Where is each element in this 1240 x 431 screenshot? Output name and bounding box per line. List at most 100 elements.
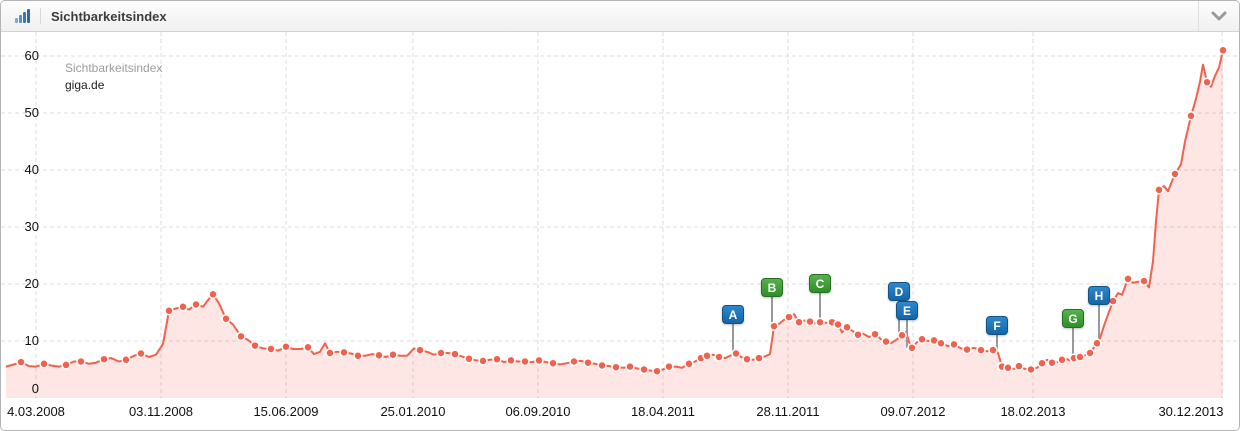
y-tick-label: 20	[24, 276, 39, 291]
header-separator	[40, 8, 41, 24]
data-point	[39, 359, 49, 369]
x-tick-label: 15.06.2009	[253, 404, 319, 419]
data-point	[464, 353, 474, 364]
data-point	[881, 336, 891, 347]
data-point	[962, 344, 972, 355]
data-point	[208, 289, 218, 300]
data-point	[976, 345, 986, 355]
data-point	[191, 299, 201, 310]
event-marker-C[interactable]: C	[809, 274, 831, 293]
data-point	[61, 360, 71, 370]
collapse-button[interactable]	[1199, 1, 1239, 31]
data-point	[949, 339, 959, 350]
data-point	[478, 356, 488, 366]
data-point	[1037, 358, 1047, 368]
x-tick-label: 25.01.2010	[380, 404, 446, 419]
chevron-down-icon	[1211, 11, 1227, 21]
chart-area: Sichtbarkeitsindex giga.de A B C D E F G H 0 10 20…	[1, 32, 1239, 398]
x-tick-label: 4.03.2008	[7, 404, 65, 419]
data-point	[1139, 276, 1149, 286]
legend-metric-label: Sichtbarkeitsindex	[65, 61, 163, 75]
event-marker-A[interactable]: A	[722, 305, 744, 324]
data-point	[136, 348, 146, 359]
data-point	[1075, 352, 1085, 362]
data-point	[374, 350, 384, 361]
bar-chart-icon	[15, 9, 30, 23]
data-point	[907, 343, 917, 353]
data-point	[506, 355, 516, 366]
data-point	[1108, 296, 1118, 306]
data-point	[325, 348, 335, 358]
data-point	[99, 354, 109, 364]
series-area	[6, 50, 1223, 398]
data-point	[1003, 363, 1013, 373]
data-point	[534, 355, 544, 366]
panel-title: Sichtbarkeitsindex	[51, 8, 167, 24]
data-point	[917, 334, 927, 345]
data-point	[548, 358, 558, 368]
data-point	[794, 317, 804, 327]
data-point	[1202, 77, 1212, 87]
data-point	[266, 344, 276, 354]
y-tick-label: 40	[24, 162, 39, 177]
data-point	[988, 345, 998, 355]
data-point	[1057, 355, 1067, 365]
x-tick-label: 09.07.2012	[880, 404, 946, 419]
data-point	[611, 362, 621, 372]
x-tick-label: 03.11.2008	[128, 404, 194, 419]
data-point	[221, 314, 231, 324]
x-axis: 4.03.2008 03.11.2008 15.06.2009 25.01.2010 0…	[1, 398, 1239, 430]
data-point	[842, 322, 852, 333]
data-point	[250, 340, 260, 351]
x-tick-label: 18.02.2013	[1000, 404, 1066, 419]
y-tick-label: 0	[31, 381, 39, 396]
event-marker-F[interactable]: F	[986, 316, 1008, 335]
data-point	[281, 341, 291, 352]
data-point	[1218, 45, 1228, 56]
data-point	[714, 352, 724, 362]
data-point	[870, 329, 880, 339]
data-point	[76, 356, 86, 367]
data-point	[121, 355, 131, 365]
event-marker-G[interactable]: G	[1062, 309, 1084, 328]
event-marker-B[interactable]: B	[761, 278, 783, 297]
data-point	[853, 329, 863, 340]
data-point	[625, 361, 635, 372]
data-point	[652, 366, 662, 376]
data-point	[639, 364, 649, 375]
data-point	[388, 349, 398, 360]
y-tick-label: 30	[24, 219, 39, 234]
data-point	[936, 338, 946, 349]
data-point	[597, 360, 607, 371]
event-marker-E[interactable]: E	[896, 301, 918, 320]
chart-canvas	[1, 32, 1239, 398]
header-separator-right	[1198, 1, 1199, 31]
panel-header: Sichtbarkeitsindex	[1, 1, 1239, 32]
data-point	[731, 348, 741, 359]
data-point	[520, 356, 530, 367]
data-point	[784, 312, 794, 322]
data-point	[1170, 169, 1180, 179]
data-point	[1047, 357, 1057, 368]
event-marker-H[interactable]: H	[1088, 286, 1110, 305]
data-point	[702, 351, 712, 361]
data-point	[339, 347, 349, 358]
data-point	[1092, 338, 1102, 349]
data-point	[754, 353, 764, 363]
data-point	[833, 319, 843, 330]
data-point	[664, 361, 674, 372]
data-point	[16, 357, 26, 367]
data-point	[742, 354, 752, 364]
x-tick-label: 06.09.2010	[505, 404, 571, 419]
data-point	[353, 351, 363, 361]
data-point	[1154, 185, 1164, 195]
x-tick-label: 28.11.2011	[756, 404, 820, 419]
data-point	[178, 302, 188, 312]
event-marker-D[interactable]: D	[888, 282, 910, 301]
legend-domain-label: giga.de	[65, 78, 105, 92]
y-tick-label: 60	[24, 48, 39, 63]
data-point	[303, 342, 313, 353]
data-point	[684, 359, 694, 369]
data-point	[897, 330, 907, 341]
